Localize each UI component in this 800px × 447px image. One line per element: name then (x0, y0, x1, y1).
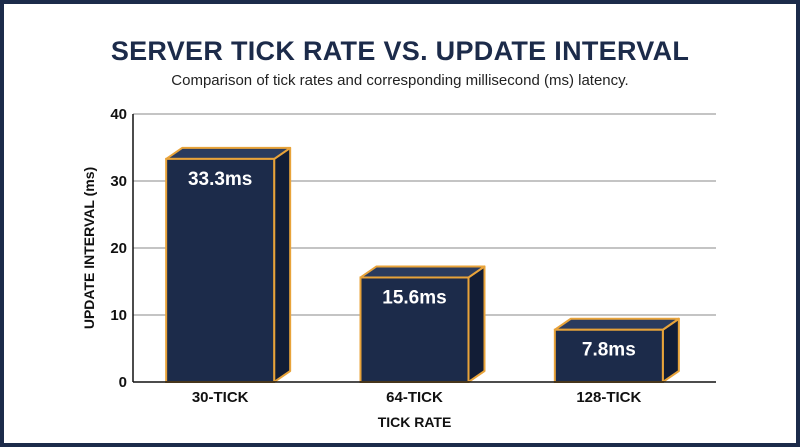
x-tick-label: 64-TICK (386, 389, 443, 406)
bar-top-face (359, 265, 486, 279)
bar-front-face (165, 157, 276, 383)
bar-data-label: 33.3ms (188, 169, 252, 190)
x-axis-title: TICK RATE (378, 414, 452, 430)
bar-side-face (467, 265, 486, 383)
y-tick-label: 10 (110, 307, 127, 324)
bar-128-tick: 7.8ms (553, 317, 680, 383)
y-tick-label: 40 (110, 106, 127, 123)
bar-front-face (359, 276, 470, 384)
y-axis-title: UPDATE INTERVAL (ms) (81, 167, 97, 329)
bar-side-face (273, 146, 292, 383)
x-tick-label: 30-TICK (192, 389, 249, 406)
chart-title: SERVER TICK RATE VS. UPDATE INTERVAL (110, 36, 690, 66)
bar-top-face (165, 146, 292, 160)
x-tick-label: 128-TICK (576, 389, 641, 406)
y-tick-label: 0 (119, 374, 127, 391)
y-tick-labels: 0 10 20 30 40 (110, 106, 127, 391)
bar-top-face (553, 317, 680, 331)
bar-data-label: 15.6ms (382, 287, 446, 308)
x-tick-labels: 30-TICK 64-TICK 128-TICK (192, 389, 642, 406)
bars: 33.3ms 15.6ms 7.8ms (165, 146, 680, 384)
chart-subtitle: Comparison of tick rates and correspondi… (171, 72, 629, 89)
bar-30-tick: 33.3ms (165, 146, 292, 383)
bar-data-label: 7.8ms (582, 340, 636, 361)
y-tick-label: 20 (110, 240, 127, 257)
bar-64-tick: 15.6ms (359, 265, 486, 384)
y-tick-label: 30 (110, 173, 127, 190)
